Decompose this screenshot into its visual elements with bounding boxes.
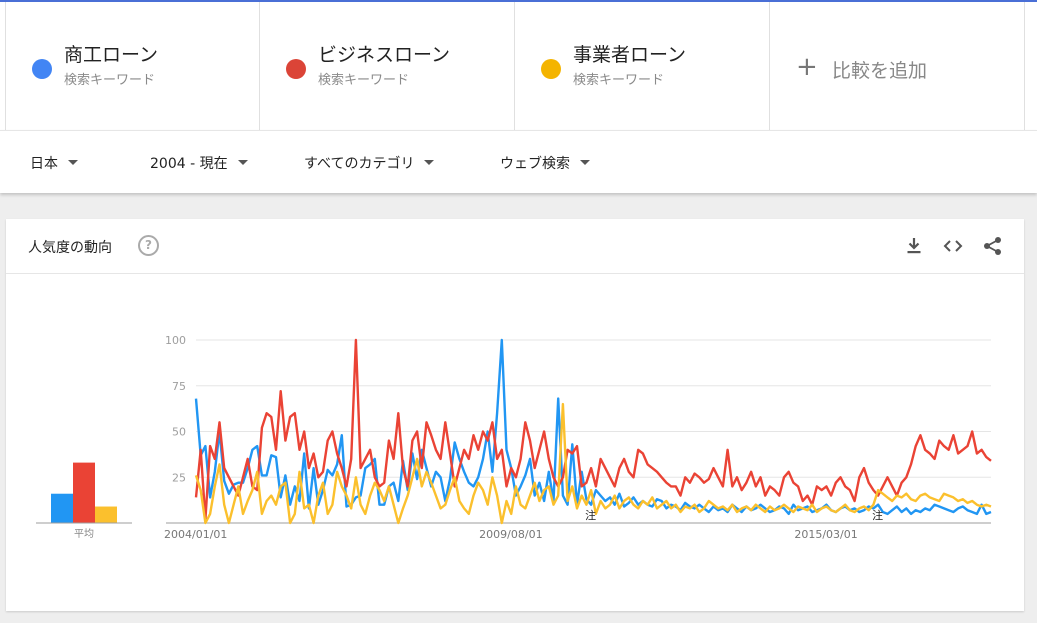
card-title: 人気度の動向 (28, 240, 112, 256)
add-comparison-label: 比較を追加 (832, 60, 928, 82)
period-value: 2004 - 現在 (150, 156, 228, 172)
share-icon[interactable] (982, 235, 1004, 257)
average-bar-3 (95, 506, 117, 523)
term-type: 検索キーワード (318, 73, 410, 88)
term-name[interactable]: 商工ローン (64, 44, 159, 66)
caret-down-icon (424, 159, 435, 165)
average-label: 平均 (74, 528, 94, 540)
term-color-dot (286, 59, 306, 79)
plus-icon: + (796, 52, 818, 82)
add-comparison-button[interactable]: + 比較を追加 (770, 2, 1025, 130)
term-type: 検索キーワード (64, 73, 156, 88)
average-bar-2 (73, 462, 95, 523)
card-header: 人気度の動向 ? (6, 219, 1024, 274)
caret-down-icon (580, 159, 590, 165)
term-name[interactable]: ビジネスローン (318, 44, 451, 66)
y-tick-label: 100 (165, 334, 186, 347)
series-line-3 (194, 402, 992, 525)
top-accent-line (0, 0, 1037, 2)
embed-icon[interactable] (942, 235, 964, 257)
note-marker: 注 (872, 508, 883, 522)
trend-chart: 100 75 50 25 2004/01/01 2009/08/01 2015/03/01 注… (36, 334, 992, 541)
filter-bar: 日本 2004 - 現在 すべてのカテゴリ ウェブ検索 (0, 130, 1037, 193)
caret-down-icon (237, 159, 248, 165)
series-line-2 (194, 338, 992, 521)
x-tick-label: 2004/01/01 (164, 528, 227, 541)
term-color-dot (541, 59, 561, 79)
term-name[interactable]: 事業者ローン (573, 44, 687, 66)
x-tick-label: 2015/03/01 (794, 528, 857, 541)
y-tick-label: 50 (172, 426, 186, 439)
search-type-value: ウェブ検索 (500, 156, 570, 172)
term-card-1[interactable]: 商工ローン 検索キーワード (5, 2, 260, 130)
term-card-2[interactable]: ビジネスローン 検索キーワード (260, 2, 515, 130)
download-icon[interactable] (903, 235, 925, 257)
search-type-dropdown[interactable]: ウェブ検索 (500, 153, 590, 173)
x-tick-label: 2009/08/01 (479, 528, 542, 541)
caret-down-icon (68, 159, 78, 165)
y-tick-label: 75 (172, 380, 186, 393)
term-type: 検索キーワード (573, 73, 665, 88)
region-value: 日本 (30, 156, 58, 172)
compare-bar: 商工ローン 検索キーワード ビジネスローン 検索キーワード 事業者ローン 検索キ… (0, 2, 1037, 130)
region-dropdown[interactable]: 日本 (30, 153, 78, 173)
average-bar-1 (51, 493, 73, 523)
category-value: すべてのカテゴリ (304, 156, 415, 172)
help-icon[interactable]: ? (138, 235, 159, 256)
period-dropdown[interactable]: 2004 - 現在 (150, 153, 248, 173)
category-dropdown[interactable]: すべてのカテゴリ (304, 153, 435, 173)
interest-over-time-card: 人気度の動向 ? 100 75 50 25 2004/01/01 2009/08/01 20… (6, 219, 1024, 611)
y-tick-label: 25 (172, 471, 186, 484)
term-card-3[interactable]: 事業者ローン 検索キーワード (515, 2, 770, 130)
term-color-dot (32, 59, 52, 79)
note-marker: 注 (585, 508, 596, 522)
